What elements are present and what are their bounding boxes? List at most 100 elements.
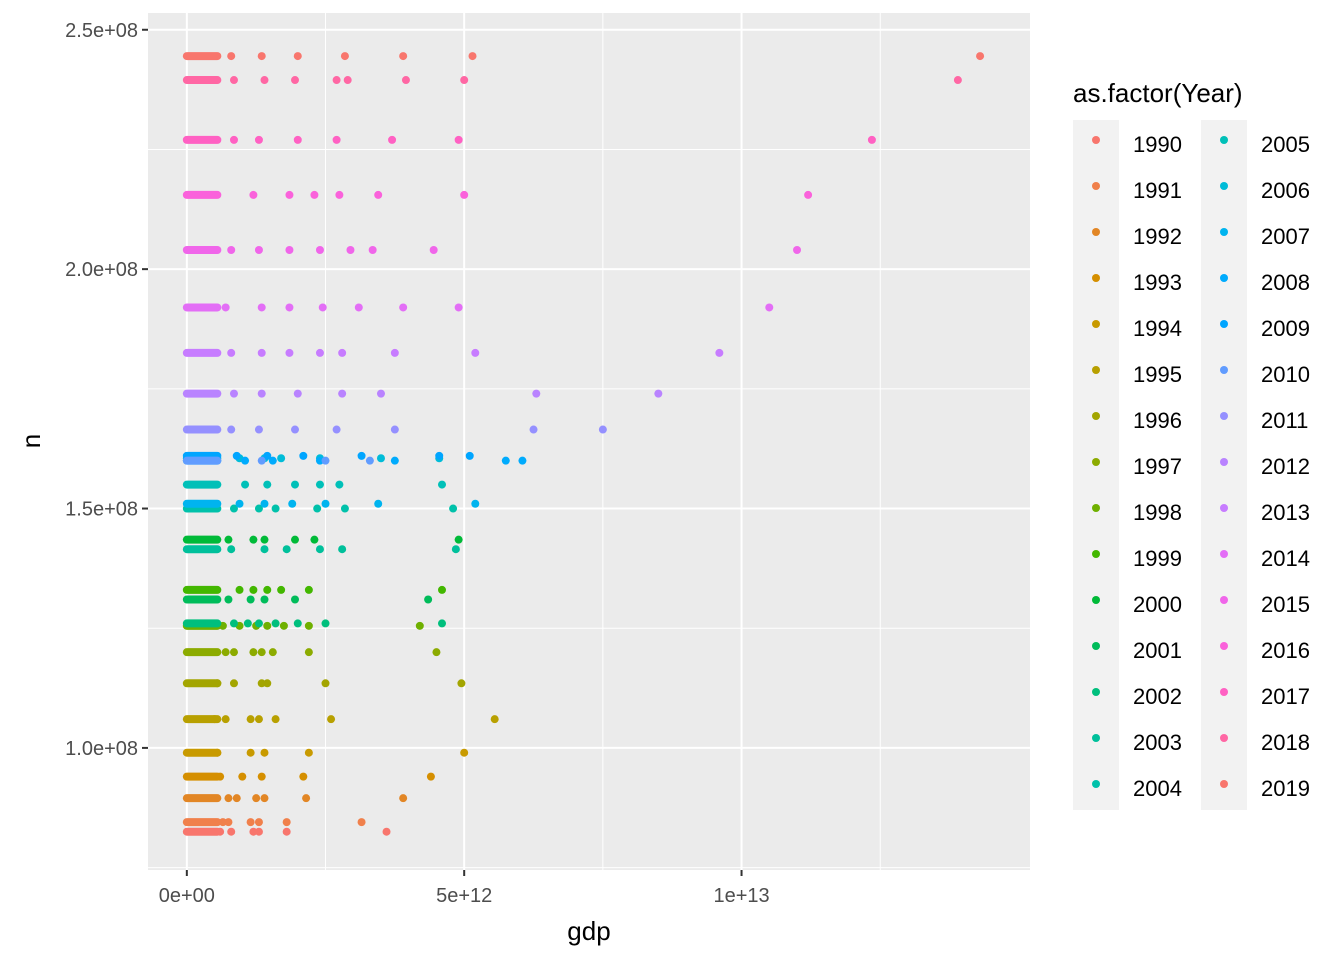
data-point (263, 621, 272, 630)
data-point-cluster (182, 619, 222, 628)
legend-key (1092, 458, 1100, 466)
legend-label: 2014 (1261, 546, 1310, 571)
data-point (368, 245, 377, 254)
legend-label: 1998 (1133, 500, 1182, 525)
data-point (224, 794, 233, 803)
data-point (310, 535, 319, 544)
data-point (241, 480, 250, 489)
data-point (216, 772, 225, 781)
x-tick-label: 5e+12 (436, 885, 492, 907)
data-point (449, 504, 458, 513)
data-point (338, 389, 347, 398)
data-point (343, 76, 352, 85)
data-point (338, 545, 347, 554)
data-point (227, 52, 236, 61)
data-point (532, 389, 541, 398)
data-point (221, 648, 230, 657)
data-point (249, 190, 258, 199)
legend-key (1092, 320, 1100, 328)
data-point (271, 619, 280, 628)
data-point (457, 679, 466, 688)
data-point (315, 480, 324, 489)
data-point (374, 499, 383, 508)
data-point (213, 748, 222, 757)
data-point (291, 76, 299, 85)
legend-key (1220, 688, 1228, 696)
data-point (390, 456, 399, 465)
data-point-cluster (182, 585, 222, 594)
data-point (249, 648, 258, 657)
data-point (382, 827, 391, 836)
data-point (327, 715, 336, 724)
data-point (468, 52, 477, 61)
data-point (213, 679, 222, 688)
data-point (299, 451, 308, 460)
data-point (260, 76, 269, 85)
data-point (374, 190, 383, 199)
data-point (315, 545, 324, 554)
legend-key (1220, 412, 1228, 420)
legend-label: 2008 (1261, 270, 1310, 295)
legend-key (1092, 550, 1100, 558)
data-point (438, 619, 446, 628)
legend-label: 2005 (1261, 132, 1310, 157)
data-point-cluster (182, 52, 222, 61)
data-point (277, 454, 286, 463)
legend-label: 2007 (1261, 224, 1310, 249)
data-point (399, 52, 408, 61)
legend-key (1220, 550, 1228, 558)
data-point (263, 585, 272, 594)
data-point (282, 818, 291, 827)
legend-label: 2011 (1261, 408, 1308, 433)
x-tick-label: 0e+00 (159, 885, 215, 907)
data-point (229, 619, 238, 628)
legend-key (1220, 596, 1228, 604)
legend-title: as.factor(Year) (1073, 78, 1243, 108)
data-point-cluster (182, 827, 222, 836)
data-point (263, 679, 272, 688)
legend-label: 2017 (1261, 684, 1310, 709)
data-point (335, 480, 344, 489)
data-point (867, 135, 876, 144)
data-point (271, 504, 280, 513)
data-point (257, 456, 266, 465)
legend-label: 2006 (1261, 178, 1310, 203)
data-point (254, 619, 263, 628)
data-point (293, 389, 302, 398)
data-point (426, 772, 435, 781)
legend-label: 2012 (1261, 454, 1310, 479)
data-point (315, 456, 324, 465)
legend-key (1092, 136, 1100, 144)
data-point (376, 389, 385, 398)
data-point (227, 425, 236, 434)
data-point (282, 827, 291, 836)
legend-key (1092, 688, 1100, 696)
data-point (471, 348, 480, 357)
data-point (257, 679, 266, 688)
data-point (332, 76, 341, 85)
data-point (232, 794, 241, 803)
data-point (321, 456, 330, 465)
data-point (518, 456, 527, 465)
data-point (335, 190, 344, 199)
data-point (254, 135, 263, 144)
data-point (260, 748, 269, 757)
legend-label: 1993 (1133, 270, 1182, 295)
data-point (224, 595, 233, 604)
data-point (285, 348, 294, 357)
data-point (260, 545, 269, 554)
legend-key (1220, 182, 1228, 190)
data-point (263, 451, 272, 460)
data-point (227, 827, 236, 836)
data-point (291, 535, 299, 544)
data-point-cluster (182, 748, 222, 757)
data-point (285, 190, 294, 199)
data-point (302, 794, 311, 803)
legend-key (1220, 504, 1228, 512)
y-tick-label: 2.5e+08 (65, 20, 138, 42)
legend-key (1092, 228, 1100, 236)
legend-key (1092, 780, 1100, 788)
data-point (293, 52, 302, 61)
data-point (260, 794, 269, 803)
data-point-cluster (182, 480, 222, 489)
